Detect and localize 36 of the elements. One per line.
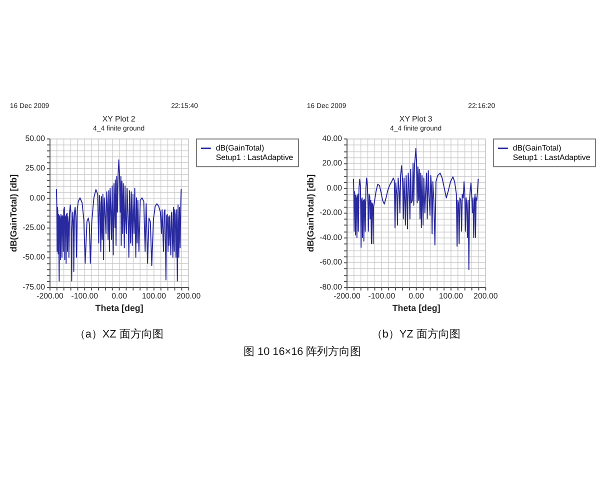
line-series [352, 148, 479, 270]
y-tick-label: 0.00 [30, 193, 46, 202]
x-tick-label: 0.00 [112, 291, 128, 300]
x-tick-label: 200.00 [474, 291, 498, 300]
x-tick-label: -100.00 [71, 291, 99, 300]
y-tick-label: -40.00 [320, 232, 343, 242]
legend-label: dB(GainTotal) Setup1 : LastAdaptive [512, 143, 591, 162]
y-tick-label: 0.00 [326, 183, 343, 192]
chart-title: XY Plot 2 [102, 114, 136, 124]
legend-label: dB(GainTotal) Setup1 : LastAdaptive [216, 143, 294, 162]
x-tick-label: 0.00 [408, 291, 425, 300]
chart-title: XY Plot 3 [399, 114, 433, 124]
y-tick-label: -20.00 [320, 208, 343, 218]
y-tick-label: -60.00 [320, 258, 343, 267]
y-tick-label: -80.00 [320, 282, 343, 292]
text: （a）XZ 面方向图 [74, 327, 164, 340]
x-axis-title: Theta [deg] [392, 303, 440, 314]
y-tick-label: 20.00 [322, 158, 343, 168]
x-axis-title: Theta [deg] [95, 303, 144, 314]
x-tick-label: 100.00 [438, 291, 464, 300]
y-tick-label: 50.00 [25, 134, 46, 143]
text: （b）YZ 面方向图 [371, 327, 460, 340]
x-tick-label: -200.00 [334, 291, 362, 300]
y-tick-label: -75.00 [22, 282, 46, 292]
x-tick-label: -200.00 [36, 291, 64, 300]
y-tick-label: -25.00 [22, 223, 46, 232]
y-tick-label: 40.00 [322, 134, 343, 143]
line-series [56, 159, 182, 282]
x-tick-label: 200.00 [176, 291, 202, 300]
x-tick-label: -100.00 [368, 291, 396, 300]
caption: 图 10 16×16 阵列方向图 [244, 344, 362, 358]
y-tick-label: 25.00 [25, 164, 46, 173]
y-axis-title: dB(GainTotal) [db] [306, 174, 316, 252]
x-tick-label: 100.00 [142, 291, 167, 300]
y-tick-label: -50.00 [22, 252, 46, 262]
y-axis-title: dB(GainTotal) [db] [8, 174, 19, 252]
